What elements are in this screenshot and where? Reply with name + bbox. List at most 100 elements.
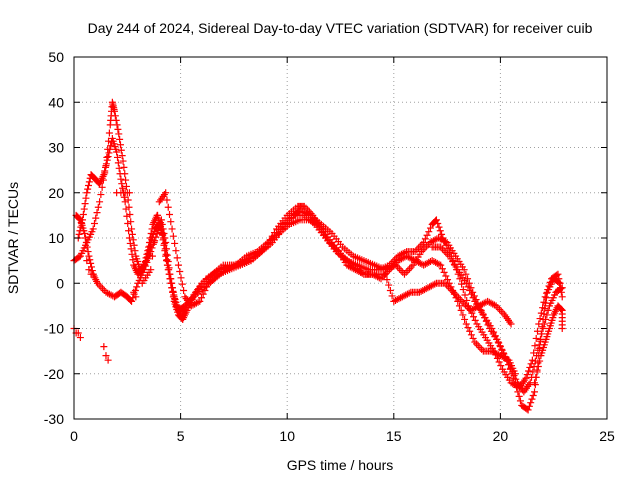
- data-point: [102, 160, 110, 168]
- data-point: [162, 189, 170, 197]
- data-point: [171, 239, 179, 247]
- data-point: [82, 234, 90, 242]
- data-point: [75, 230, 83, 238]
- data-point: [536, 315, 544, 323]
- data-point: [555, 278, 563, 286]
- data-point: [143, 258, 151, 266]
- data-point: [85, 266, 93, 274]
- series-track-d: [138, 189, 564, 414]
- data-point: [128, 230, 136, 238]
- data-point: [469, 334, 477, 342]
- data-point: [431, 280, 439, 288]
- data-point: [444, 276, 452, 284]
- data-point: [159, 225, 167, 233]
- data-point: [435, 223, 443, 231]
- data-point: [199, 290, 207, 298]
- data-point: [116, 170, 124, 178]
- data-point: [534, 363, 542, 371]
- data-point: [500, 350, 508, 358]
- data-point: [178, 280, 186, 288]
- data-point: [523, 371, 531, 379]
- data-point: [498, 346, 506, 354]
- data-point: [438, 245, 446, 253]
- data-point: [495, 358, 503, 366]
- data-point: [461, 315, 469, 323]
- data-point: [173, 254, 181, 262]
- data-point: [476, 344, 484, 352]
- data-point: [128, 250, 136, 258]
- data-point: [124, 220, 132, 228]
- data-point: [164, 258, 172, 266]
- data-point: [400, 270, 408, 278]
- data-point: [442, 272, 450, 280]
- data-point: [169, 232, 177, 240]
- data-point: [466, 286, 474, 294]
- data-point: [402, 268, 410, 276]
- data-point: [83, 243, 91, 251]
- data-point: [490, 347, 498, 355]
- data-point: [140, 266, 148, 274]
- data-point: [512, 375, 520, 383]
- data-point: [464, 283, 472, 291]
- data-point: [507, 364, 515, 372]
- data-point: [112, 116, 120, 124]
- x-tick-label: 0: [70, 428, 78, 444]
- data-point: [160, 229, 168, 237]
- data-point: [168, 279, 176, 287]
- data-point: [531, 342, 539, 350]
- data-point: [460, 266, 468, 274]
- series-track-b: [74, 134, 566, 391]
- data-point: [493, 335, 501, 343]
- data-point: [104, 153, 112, 161]
- data-point: [194, 298, 202, 306]
- data-point: [467, 290, 475, 298]
- data-point: [102, 352, 110, 360]
- chart-title: Day 244 of 2024, Sidereal Day-to-day VTE…: [88, 20, 593, 36]
- data-point: [85, 178, 93, 186]
- data-point: [122, 182, 130, 190]
- data-point: [125, 234, 133, 242]
- data-point: [113, 148, 121, 156]
- data-point: [502, 353, 510, 361]
- data-point: [121, 198, 129, 206]
- data-point: [455, 302, 463, 310]
- x-axis-label: GPS time / hours: [287, 457, 394, 473]
- y-tick-label: 30: [48, 140, 64, 156]
- data-point: [103, 156, 111, 164]
- data-point: [434, 220, 442, 228]
- y-axis-label: SDTVAR / TECUs: [5, 182, 21, 294]
- data-point: [510, 372, 518, 380]
- data-point: [543, 311, 551, 319]
- data-point: [167, 275, 175, 283]
- data-point: [423, 231, 431, 239]
- data-point: [120, 193, 128, 201]
- data-point: [558, 284, 566, 292]
- data-point: [172, 247, 180, 255]
- data-point: [166, 210, 174, 218]
- data-point: [474, 342, 482, 350]
- data-point: [163, 196, 171, 204]
- data-point: [115, 130, 123, 138]
- data-point: [100, 171, 108, 179]
- y-tick-label: 20: [48, 185, 64, 201]
- x-tick-label: 25: [599, 428, 615, 444]
- data-point: [122, 176, 130, 184]
- data-point: [144, 255, 152, 263]
- data-point: [507, 320, 515, 328]
- data-point: [493, 354, 501, 362]
- data-point: [104, 356, 112, 364]
- data-point: [461, 291, 469, 299]
- data-point: [528, 356, 536, 364]
- data-point: [528, 395, 536, 403]
- data-point: [491, 332, 499, 340]
- data-point: [76, 334, 84, 342]
- data-point: [119, 157, 127, 165]
- data-point: [129, 236, 137, 244]
- plot-frame: [73, 56, 608, 420]
- data-point: [128, 297, 136, 305]
- data-point: [83, 189, 91, 197]
- data-point: [462, 320, 470, 328]
- data-point: [492, 351, 500, 359]
- data-point: [435, 260, 443, 268]
